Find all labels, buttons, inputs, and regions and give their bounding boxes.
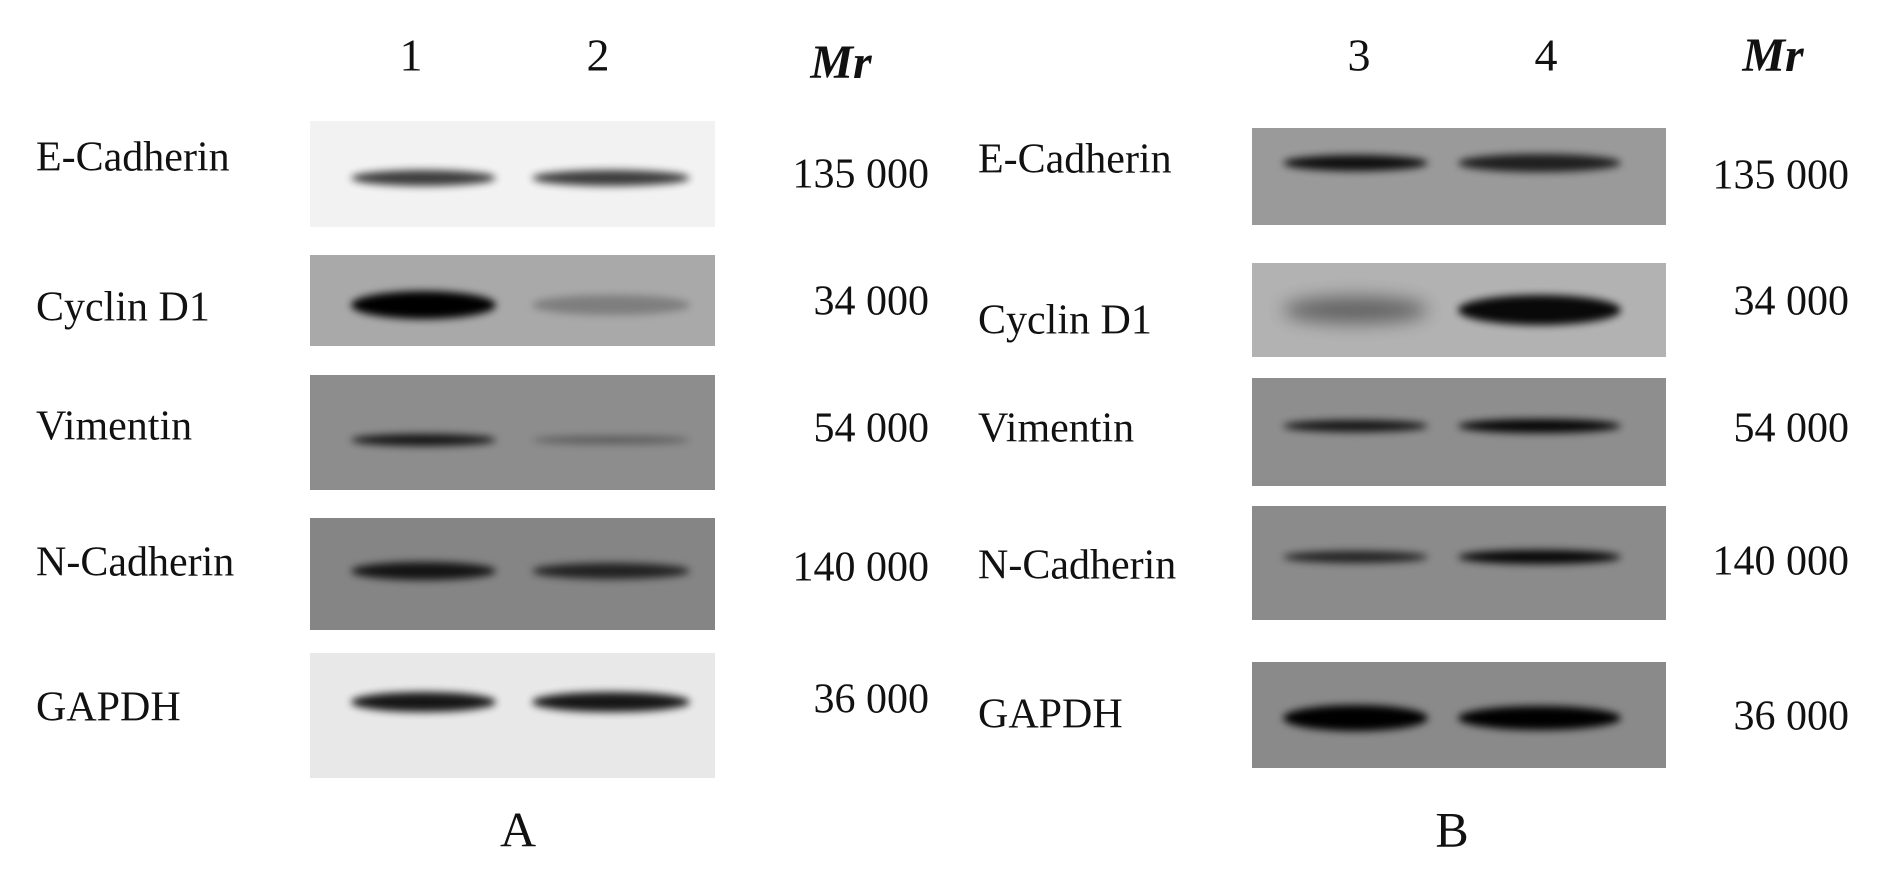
lane-label: 2 <box>587 30 610 81</box>
mr-value: 135 000 <box>1713 153 1850 199</box>
mr-value: 36 000 <box>1734 694 1850 740</box>
band <box>351 170 496 186</box>
protein-label: Vimentin <box>978 406 1134 452</box>
lane-label: 1 <box>400 30 423 81</box>
band <box>1458 550 1621 564</box>
band <box>532 692 690 712</box>
band <box>351 562 496 580</box>
band <box>1283 297 1428 323</box>
band <box>1283 155 1428 171</box>
mr-value: 140 000 <box>793 545 930 591</box>
blot <box>310 375 715 490</box>
protein-label: Cyclin D1 <box>978 298 1152 344</box>
blot <box>310 518 715 630</box>
band <box>1458 295 1621 325</box>
protein-label: E-Cadherin <box>978 137 1172 183</box>
protein-label: Vimentin <box>36 404 192 450</box>
band <box>1283 420 1428 432</box>
band <box>351 434 496 446</box>
protein-label: GAPDH <box>978 692 1123 738</box>
panel-label: A <box>500 801 536 857</box>
band <box>532 436 690 444</box>
mr-header: Mr <box>1741 29 1805 82</box>
blot <box>310 255 715 346</box>
blot <box>1252 378 1666 486</box>
blot-background <box>310 653 715 778</box>
band <box>351 692 496 712</box>
blot <box>1252 128 1666 225</box>
blot-background <box>310 375 715 490</box>
panel-label: B <box>1435 801 1468 857</box>
band <box>1458 706 1621 730</box>
protein-label: N-Cadherin <box>36 540 234 586</box>
band <box>1283 705 1428 731</box>
blot-background <box>1252 128 1666 225</box>
blot <box>310 653 715 778</box>
band <box>351 291 496 319</box>
mr-value: 34 000 <box>1734 279 1850 325</box>
mr-value: 54 000 <box>1734 406 1850 452</box>
protein-label: GAPDH <box>36 685 181 731</box>
mr-value: 36 000 <box>814 677 930 723</box>
mr-value: 34 000 <box>814 279 930 325</box>
band <box>1458 419 1621 433</box>
band <box>532 563 690 579</box>
mr-value: 135 000 <box>793 152 930 198</box>
protein-label: Cyclin D1 <box>36 285 210 331</box>
blot <box>1252 263 1666 357</box>
protein-label: N-Cadherin <box>978 543 1176 589</box>
mr-value: 140 000 <box>1713 539 1850 585</box>
protein-label: E-Cadherin <box>36 135 230 181</box>
blot <box>1252 662 1666 768</box>
mr-value: 54 000 <box>814 406 930 452</box>
band <box>1458 154 1621 172</box>
band <box>1283 551 1428 563</box>
blot-background <box>1252 378 1666 486</box>
mr-header: Mr <box>809 36 873 89</box>
band <box>532 295 690 315</box>
lane-label: 4 <box>1535 30 1558 81</box>
lane-label: 3 <box>1348 30 1371 81</box>
blot <box>310 121 715 227</box>
blot <box>1252 506 1666 620</box>
blot-background <box>1252 506 1666 620</box>
band <box>532 170 690 186</box>
